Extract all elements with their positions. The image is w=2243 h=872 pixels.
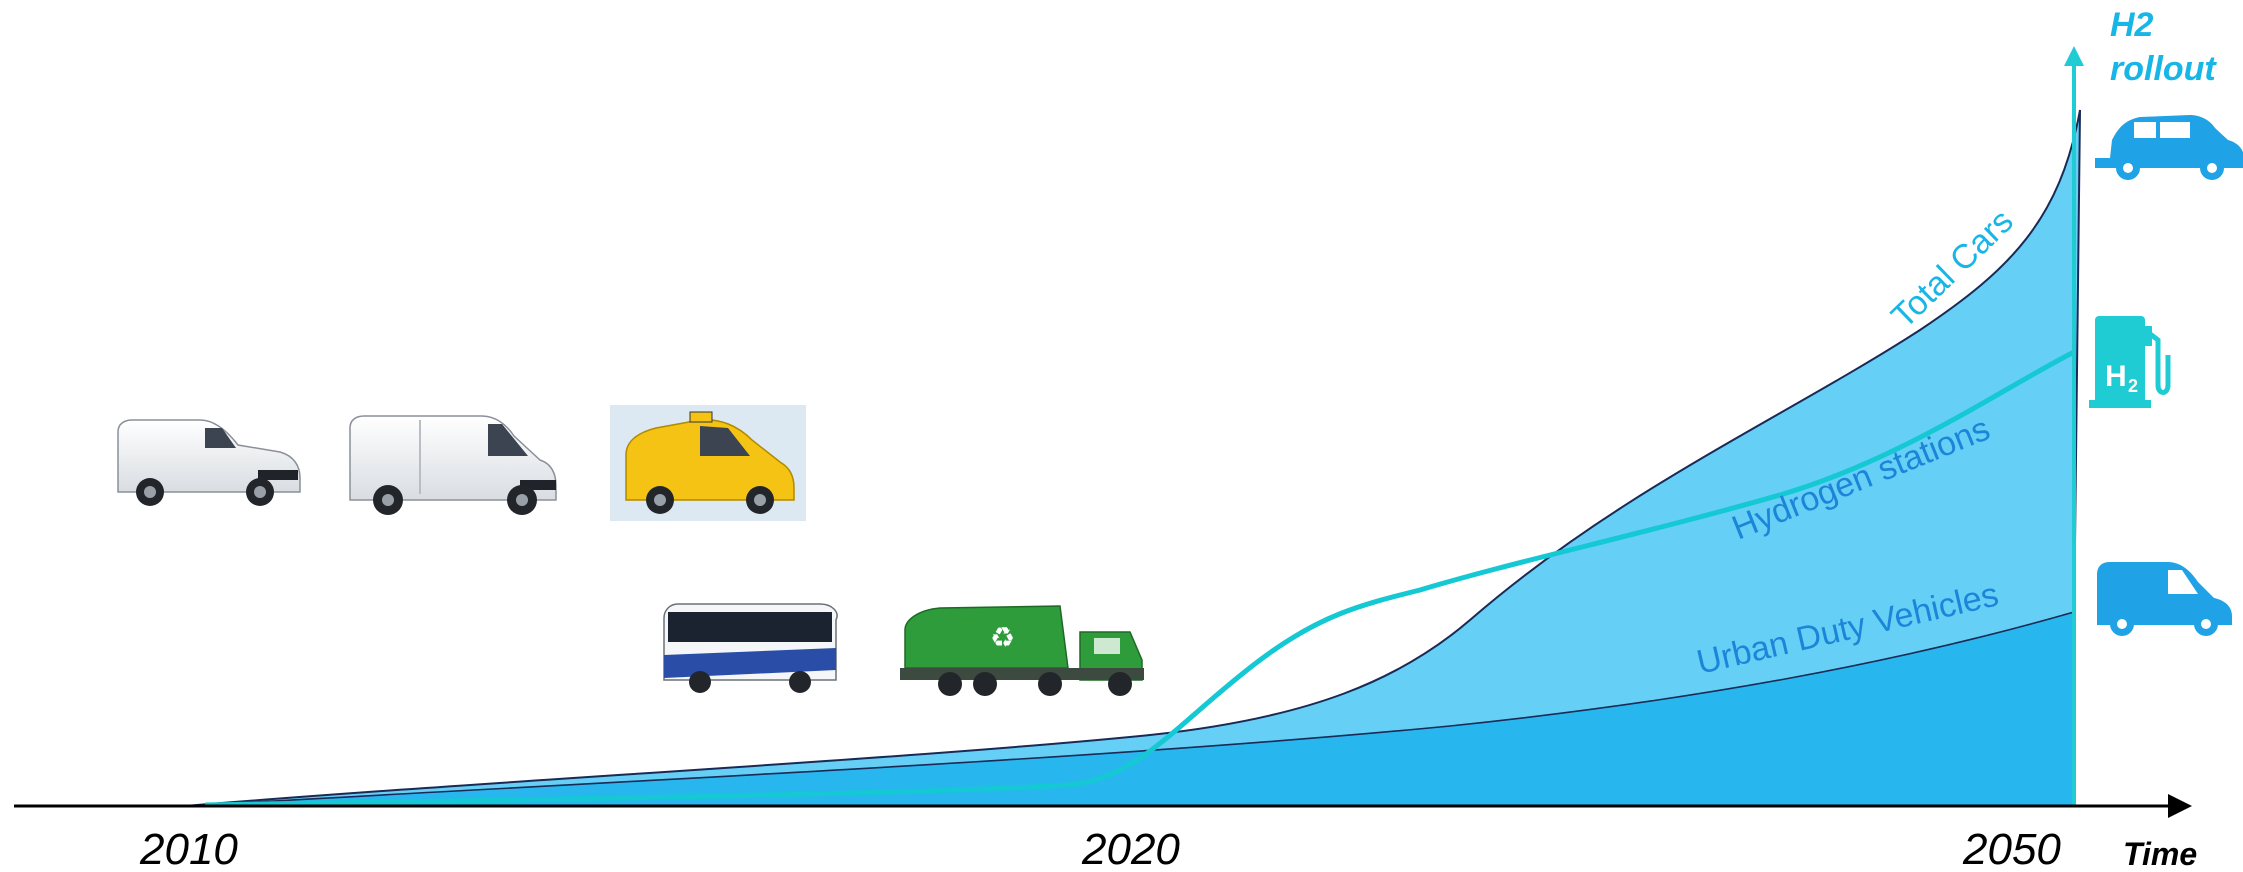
y-axis-arrow — [2064, 46, 2084, 66]
hydrogen-pump-subscript: 2 — [2128, 376, 2138, 396]
tick-label-2010: 2010 — [139, 825, 238, 872]
x-axis-arrow — [2168, 794, 2192, 818]
tick-label-2020: 2020 — [1081, 825, 1180, 872]
hydrogen-pump-symbol: H — [2105, 360, 2127, 393]
small-van-image — [117, 419, 301, 506]
x-axis-title: Time — [2123, 836, 2197, 872]
large-van-image — [349, 415, 557, 515]
y-axis-title-line2: rollout — [2110, 50, 2217, 88]
urban-duty-area — [184, 610, 2075, 807]
garbage-truck-image: ♻ — [900, 605, 1144, 696]
tick-label-2050: 2050 — [1962, 825, 2061, 872]
y-axis-title-line1: H2 — [2110, 6, 2154, 44]
total-cars-area — [184, 109, 2081, 807]
bus-image — [663, 603, 838, 693]
taxi-image — [610, 405, 806, 521]
hydrogen-stations-line — [204, 349, 2076, 808]
hydrogen-pump-icon: H 2 — [2089, 316, 2171, 408]
car-icon — [2095, 115, 2243, 180]
recycle-icon: ♻ — [990, 621, 1015, 654]
van-icon — [2097, 562, 2232, 636]
